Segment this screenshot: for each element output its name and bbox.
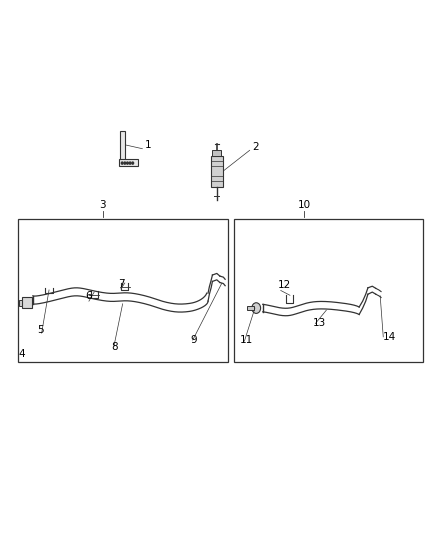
Text: 1: 1	[145, 140, 151, 150]
Text: 8: 8	[112, 342, 118, 352]
Text: 3: 3	[99, 200, 106, 210]
Circle shape	[127, 162, 128, 164]
Text: 10: 10	[298, 200, 311, 210]
Text: 9: 9	[191, 335, 197, 345]
Circle shape	[121, 162, 123, 164]
Text: 12: 12	[278, 280, 291, 290]
Bar	[18, 219, 228, 362]
Text: 4: 4	[18, 349, 25, 359]
Bar	[119, 159, 138, 166]
Bar	[22, 297, 32, 308]
Circle shape	[252, 303, 261, 313]
Text: 14: 14	[383, 332, 396, 342]
Text: 7: 7	[118, 279, 125, 289]
Circle shape	[124, 162, 126, 164]
Bar	[247, 306, 254, 310]
Text: 11: 11	[240, 335, 253, 345]
Text: 2: 2	[252, 142, 258, 152]
Text: 13: 13	[313, 318, 326, 328]
Bar	[211, 156, 223, 187]
Bar	[120, 131, 125, 160]
Bar	[234, 219, 423, 362]
Bar	[19, 300, 22, 306]
Bar	[212, 150, 221, 156]
Text: 6: 6	[85, 291, 92, 301]
Text: 5: 5	[37, 325, 44, 335]
Circle shape	[129, 162, 131, 164]
Circle shape	[132, 162, 134, 164]
